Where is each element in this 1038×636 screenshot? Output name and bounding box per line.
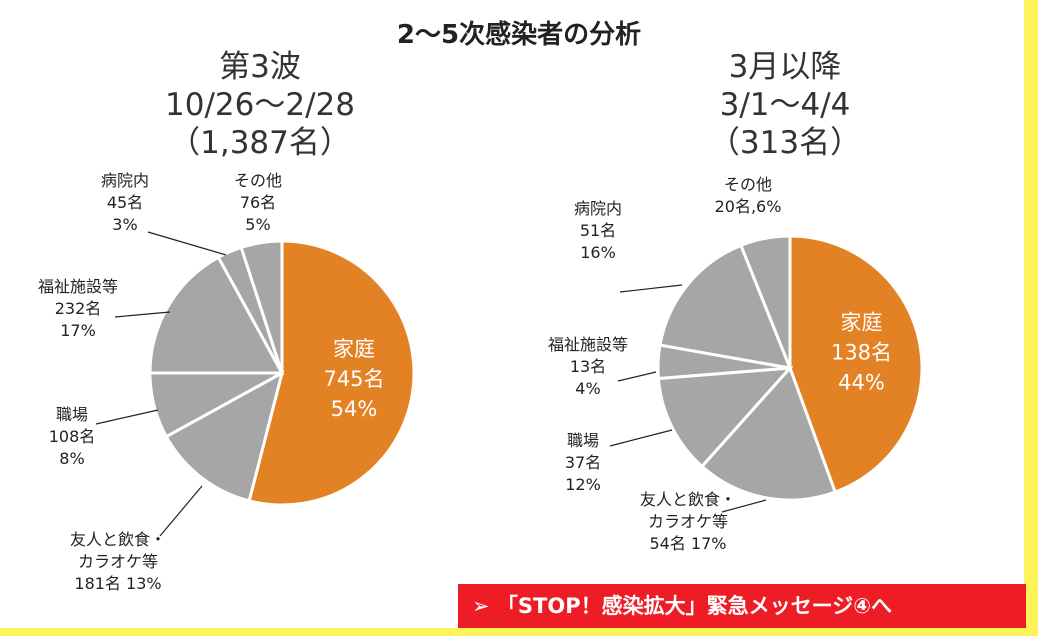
chart1-heading: 第3波 10/26～2/28 （1,387名） <box>130 48 390 162</box>
chart2-callout-2-line-1: 13名 <box>570 357 606 376</box>
chart2-leader-line-3 <box>609 429 673 447</box>
chart1-leader-line-0 <box>147 231 227 256</box>
page-title: 2～5次感染者の分析 <box>396 20 642 50</box>
chart2-heading-line1: 3月以降 <box>728 49 842 85</box>
arrow-icon: ➢ <box>472 594 490 618</box>
chart1-leader-line-3 <box>95 409 159 425</box>
chart2-callout-3-line-1: 37名 <box>565 453 601 472</box>
chart2-callout-2-line-0: 福祉施設等 <box>548 335 628 354</box>
chart1-callout-2-line-2: 17% <box>60 321 96 340</box>
chart1-callout-4-line-0: 友人と飲食・ <box>70 530 166 549</box>
chart1-slice-3 <box>148 255 285 375</box>
chart2-slice-4 <box>658 243 793 370</box>
chart1-callout-4-line-1: カラオケ等 <box>78 552 158 571</box>
chart2-callout-3-line-0: 職場 <box>567 431 599 450</box>
chart1-callout-3-line-1: 108名 <box>49 427 96 446</box>
chart2-leader-line-4 <box>721 499 767 513</box>
chart2-callout-2-line-2: 4% <box>575 379 600 398</box>
chart1-callout-3-line-2: 8% <box>59 449 84 468</box>
chart1-main-label-1: 745名 <box>323 367 384 391</box>
chart2-slice-1 <box>699 365 838 502</box>
chart2-callout-0-line-1: 51名 <box>580 221 616 240</box>
chart2-heading-line3: （313名） <box>708 125 862 161</box>
stop-message-link[interactable]: ➢ 「STOP！感染拡大」緊急メッセージ④へ <box>458 584 1026 628</box>
yellow-border-right <box>1024 0 1038 636</box>
chart1-callout-2-line-1: 232名 <box>55 299 102 318</box>
chart2-callout-4-line-2: 54名 17% <box>649 534 726 553</box>
chart2-main-label-0: 家庭 <box>841 310 883 334</box>
chart1-callout-1-line-0: その他 <box>234 171 282 190</box>
chart1-callout-0-line-2: 3% <box>112 215 137 234</box>
chart2-callout-1-line-0: その他 <box>724 175 772 194</box>
chart2-heading-line2: 3/1～4/4 <box>719 87 851 123</box>
chart1-heading-line1: 第3波 <box>219 49 301 85</box>
chart1-leader-line-2 <box>114 311 171 318</box>
yellow-border-bottom <box>0 628 1038 636</box>
chart1-callout-3-line-0: 職場 <box>56 405 88 424</box>
chart2-slice-2 <box>656 366 794 469</box>
chart1-callout-1-line-2: 5% <box>245 215 270 234</box>
chart2-heading: 3月以降 3/1～4/4 （313名） <box>650 48 920 162</box>
chart1-callout-0-line-1: 45名 <box>107 193 143 212</box>
chart2-slice-0 <box>788 234 924 494</box>
chart2-leader-line-0 <box>619 284 683 293</box>
chart2-callout-0-line-0: 病院内 <box>574 199 622 218</box>
chart1-slice-1 <box>164 370 285 503</box>
chart1-heading-line2: 10/26～2/28 <box>165 87 355 123</box>
chart2-leader-line-2 <box>617 371 657 382</box>
chart1-callout-1-line-1: 76名 <box>240 193 276 212</box>
chart2-callout-0-line-2: 16% <box>580 243 616 262</box>
chart1-callout-0-line-0: 病院内 <box>101 171 149 190</box>
chart2-callout-4-line-1: カラオケ等 <box>648 512 728 531</box>
chart2-callout-3-line-2: 12% <box>565 475 601 494</box>
chart2-callout-1-line-1: 20名,6% <box>715 197 782 216</box>
stop-message-text: 「STOP！感染拡大」緊急メッセージ④へ <box>496 594 892 618</box>
chart1-main-label-0: 家庭 <box>333 337 375 361</box>
chart2-slice-5 <box>738 234 792 369</box>
chart2-callout-4-line-0: 友人と飲食・ <box>640 490 736 509</box>
chart1-slice-5 <box>239 239 284 374</box>
chart1-callout-2-line-0: 福祉施設等 <box>38 277 118 296</box>
chart1-main-label-2: 54% <box>331 397 378 421</box>
chart1-slice-0 <box>247 239 416 507</box>
chart2-main-label-1: 138名 <box>831 340 892 364</box>
chart1-leader-line-4 <box>159 485 203 537</box>
chart1-heading-line3: （1,387名） <box>169 125 351 161</box>
chart2-main-label-2: 44% <box>838 370 885 394</box>
chart1-callout-4-line-2: 181名 13% <box>74 574 161 593</box>
